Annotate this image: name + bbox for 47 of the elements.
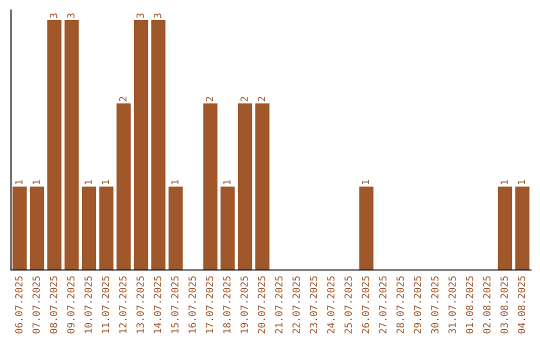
x-tick-label: 29.07.2025 bbox=[414, 276, 422, 334]
x-tick-label: 18.07.2025 bbox=[223, 276, 231, 333]
x-tick-label: 20.07.2025 bbox=[258, 276, 266, 334]
x-tick-label: 07.07.2025 bbox=[32, 276, 40, 334]
data-label: 3 bbox=[154, 13, 162, 18]
x-tick-label: 25.07.2025 bbox=[344, 276, 352, 334]
x-tick-label: 22.07.2025 bbox=[292, 276, 300, 334]
x-tick-label: 24.07.2025 bbox=[327, 276, 335, 334]
x-tick-label: 04.08.2025 bbox=[518, 276, 526, 334]
x-tick-label: 26.07.2025 bbox=[362, 276, 370, 334]
data-label: 1 bbox=[32, 180, 40, 184]
x-tick-label: 27.07.2025 bbox=[379, 276, 387, 334]
data-label: 3 bbox=[50, 13, 58, 18]
x-tick-label: 09.07.2025 bbox=[67, 276, 75, 334]
x-tick-label: 01.08.2025 bbox=[466, 276, 474, 334]
data-label: 1 bbox=[84, 180, 92, 184]
data-label: 1 bbox=[518, 180, 526, 184]
data-label: 2 bbox=[240, 96, 248, 102]
x-tick-label: 13.07.2025 bbox=[136, 276, 144, 333]
data-label: 1 bbox=[223, 180, 230, 184]
x-tick-label: 06.07.2025 bbox=[15, 276, 23, 334]
data-label: 1 bbox=[102, 180, 110, 184]
x-tick-label: 15.07.2025 bbox=[171, 276, 179, 333]
data-label: 3 bbox=[67, 13, 75, 18]
data-label: 1 bbox=[15, 180, 22, 184]
data-label: 2 bbox=[258, 96, 266, 102]
data-label: 2 bbox=[119, 96, 126, 102]
x-tick-label: 28.07.2025 bbox=[396, 276, 404, 334]
x-tick-label: 31.07.2025 bbox=[448, 276, 456, 334]
data-label: 1 bbox=[171, 180, 178, 184]
x-tick-label: 12.07.2025 bbox=[119, 276, 127, 333]
data-label: 3 bbox=[136, 13, 144, 18]
x-tick-label: 21.07.2025 bbox=[275, 276, 283, 334]
data-label: 1 bbox=[362, 180, 370, 184]
x-tick-label: 02.08.2025 bbox=[483, 276, 491, 334]
x-tick-label: 11.07.2025 bbox=[102, 276, 110, 333]
x-tick-label: 08.07.2025 bbox=[50, 276, 58, 334]
x-tick-label: 23.07.2025 bbox=[310, 276, 318, 334]
x-tick-label: 10.07.2025 bbox=[84, 276, 92, 333]
x-tick-label: 30.07.2025 bbox=[431, 276, 439, 334]
x-tick-label: 16.07.2025 bbox=[188, 276, 196, 333]
data-label: 2 bbox=[206, 96, 214, 102]
data-label: 1 bbox=[500, 180, 508, 184]
x-tick-label: 19.07.2025 bbox=[240, 276, 248, 333]
x-tick-label: 14.07.2025 bbox=[154, 276, 162, 333]
x-tick-label: 03.08.2025 bbox=[500, 276, 508, 334]
x-tick-label: 17.07.2025 bbox=[206, 276, 214, 333]
